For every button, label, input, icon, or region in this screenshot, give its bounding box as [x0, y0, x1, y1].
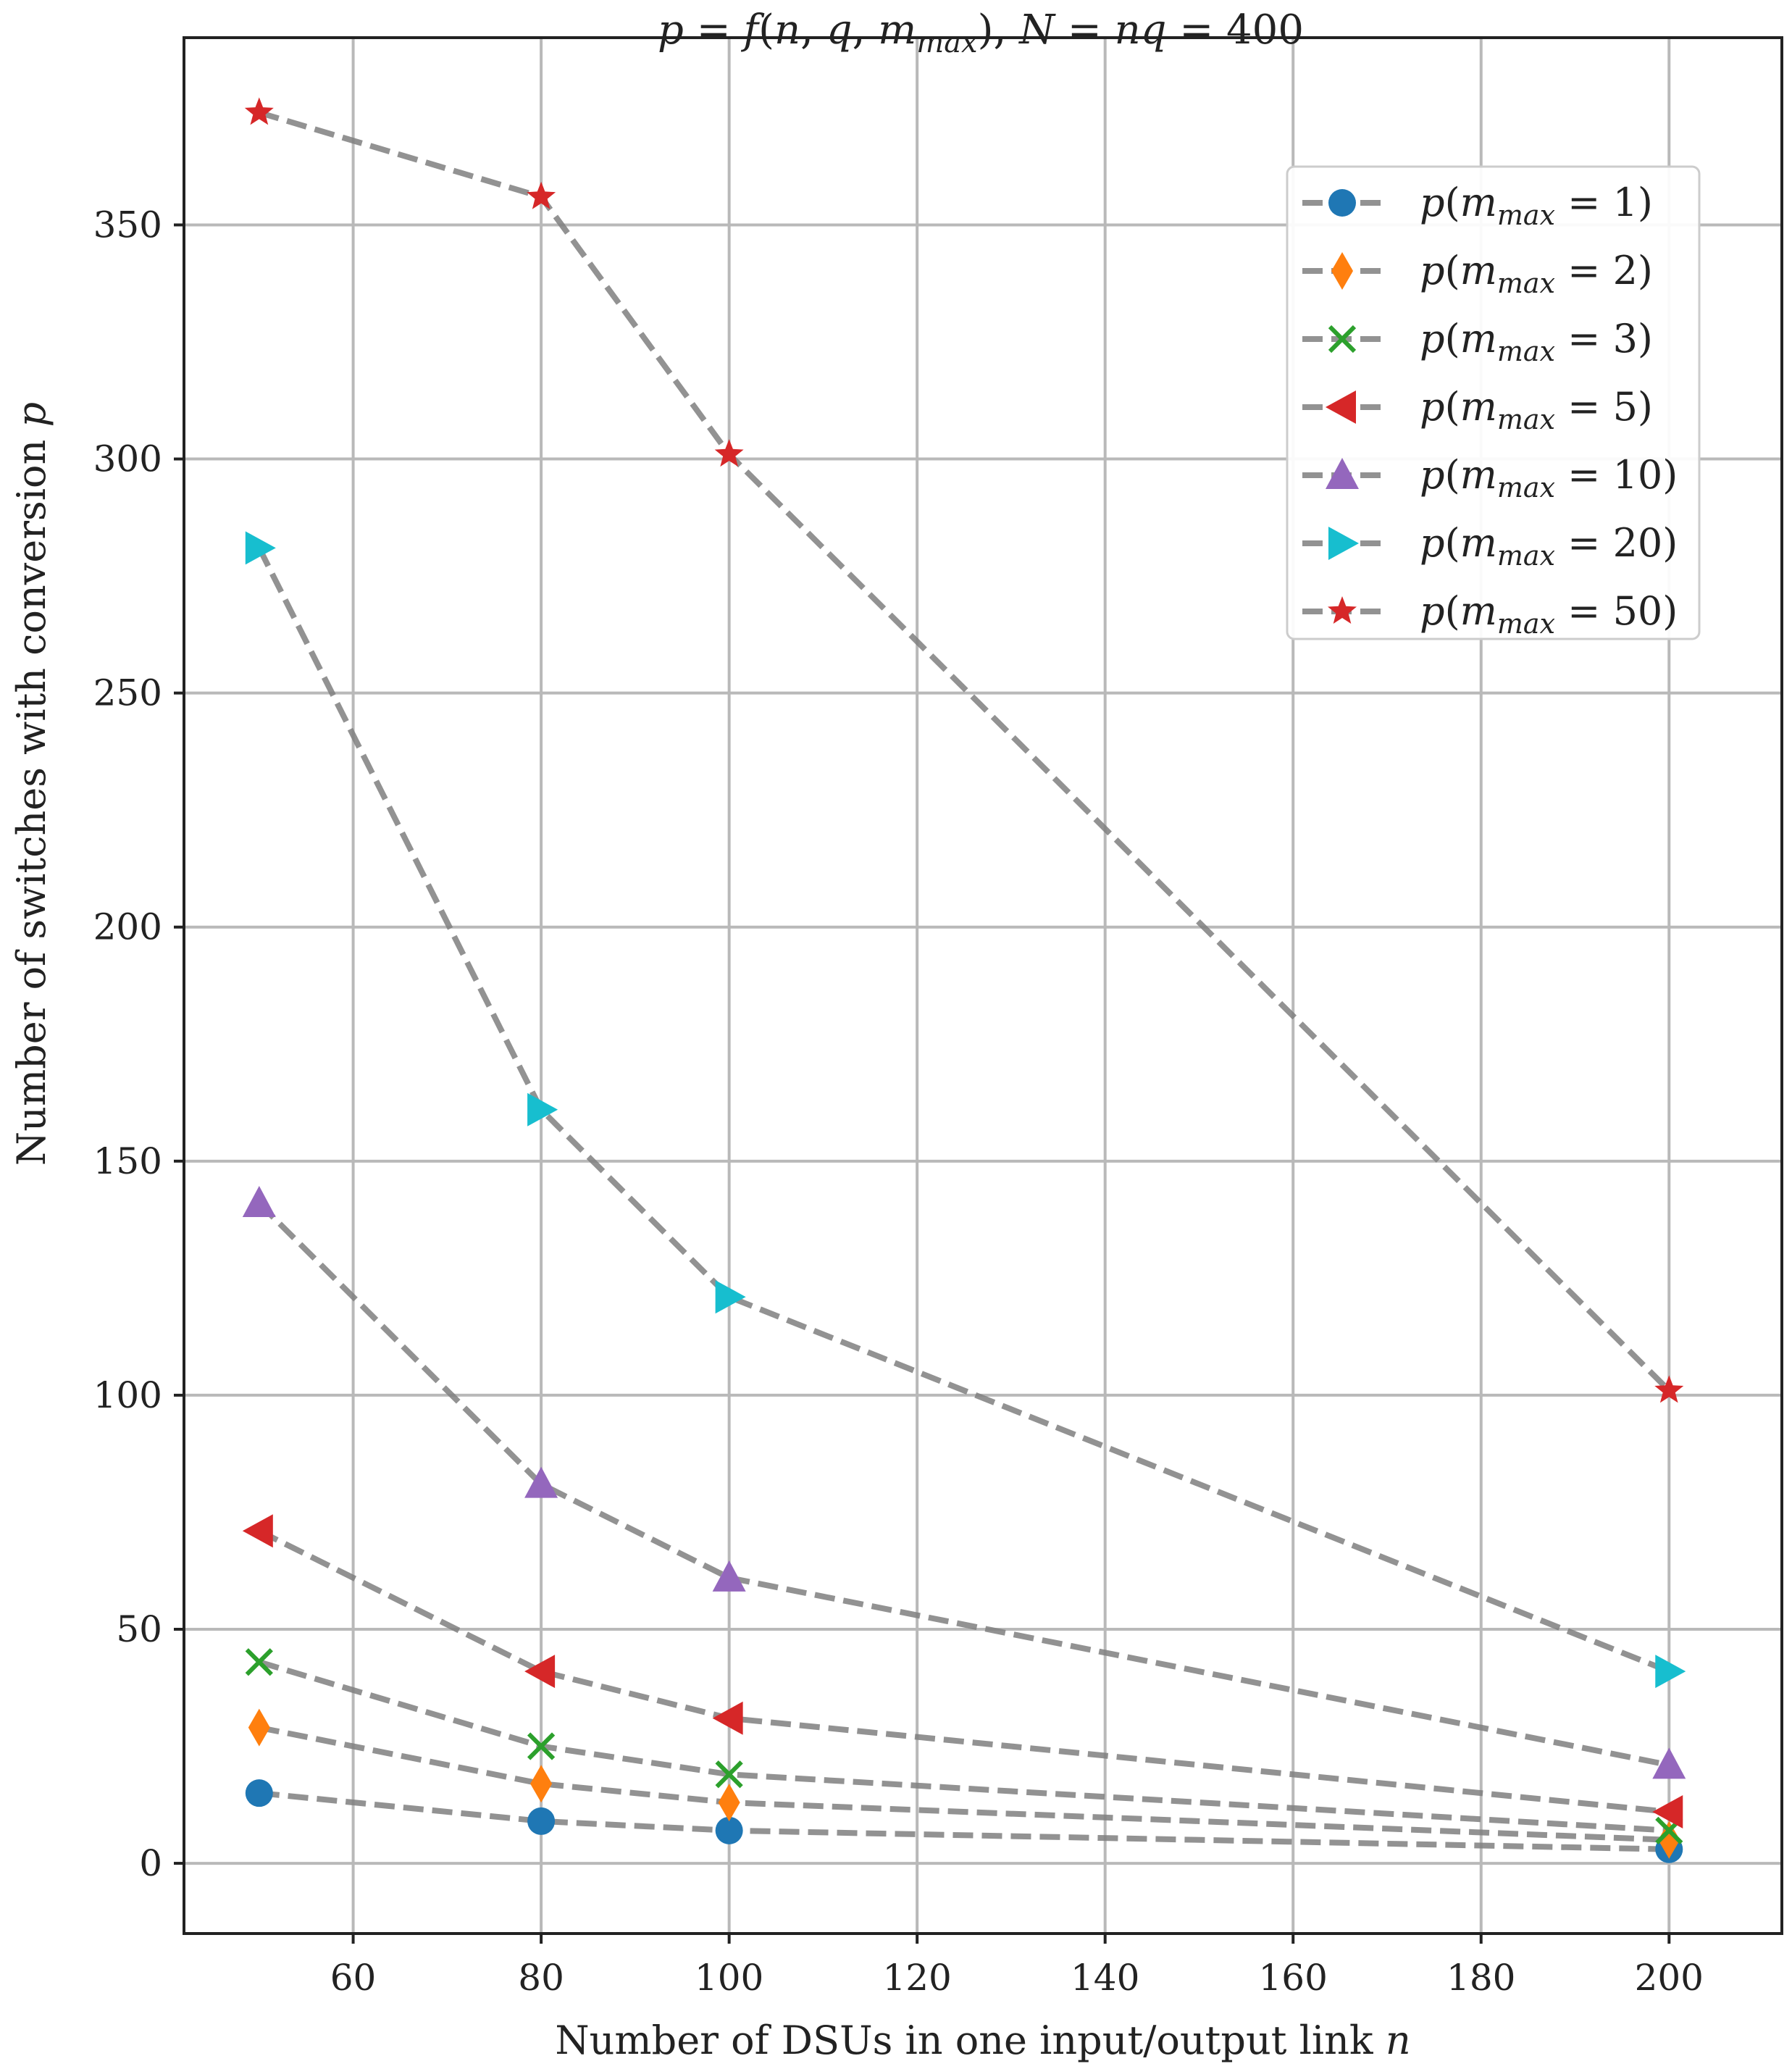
legend-label-3: p(mmax = 5) [1420, 384, 1653, 435]
data-point-s1-0 [248, 1708, 270, 1747]
legend-label-6: p(mmax = 50) [1420, 588, 1678, 640]
data-point-s3-0 [242, 1514, 273, 1548]
series-line-3 [258, 1528, 1670, 1815]
legend-label-5: p(mmax = 20) [1420, 520, 1678, 572]
data-point-s6-3 [1654, 1375, 1684, 1403]
x-tick-label-80: 80 [518, 1957, 564, 1999]
data-point-s6-2 [714, 439, 744, 467]
data-point-s5-2 [715, 1280, 746, 1314]
x-tick-label-140: 140 [1071, 1957, 1139, 1999]
data-point-s2-2 [715, 1760, 743, 1789]
legend-marker-1 [1331, 252, 1353, 290]
y-axis-label: Number of switches with conversion p [9, 402, 54, 1166]
y-tick-label-300: 300 [93, 438, 162, 480]
y-tick-label-100: 100 [93, 1374, 162, 1416]
legend-marker-0 [1328, 189, 1356, 217]
y-tick-label-0: 0 [139, 1842, 162, 1884]
series-line-0 [259, 1790, 1670, 1852]
series-line-5 [256, 546, 1670, 1674]
x-axis-label: Number of DSUs in one input/output link … [555, 2018, 1410, 2063]
legend-frame [1286, 165, 1701, 640]
y-tick-label-50: 50 [116, 1608, 162, 1650]
data-point-s4-1 [524, 1466, 558, 1498]
ticks: 60 80 100 120 140 160 180 200 0 50 100 150 200 250 300… [93, 204, 1704, 1999]
data-point-s3-2 [712, 1701, 743, 1735]
data-point-s4-2 [712, 1560, 746, 1592]
data-point-s6-0 [244, 97, 274, 125]
x-tick-label-100: 100 [695, 1957, 763, 1999]
y-tick-label-250: 250 [93, 672, 162, 714]
y-tick-label-150: 150 [93, 1140, 162, 1182]
legend-marker-6 [1328, 596, 1357, 624]
legend-label-2: p(mmax = 3) [1420, 316, 1653, 367]
data-point-s0-0 [245, 1779, 273, 1807]
legend: p(mmax = 1) p(mmax = 2) p(mmax = 3) p(mmax … [1286, 165, 1701, 640]
series-layer [242, 97, 1686, 1863]
data-point-s1-1 [530, 1765, 553, 1803]
legend-marker-2 [1328, 325, 1357, 354]
data-point-s5-0 [245, 531, 276, 565]
legend-marker-3 [1326, 390, 1356, 424]
data-point-s3-1 [524, 1655, 556, 1689]
data-point-s4-0 [242, 1185, 276, 1217]
series-line-1 [259, 1724, 1670, 1843]
x-tick-label-200: 200 [1635, 1957, 1704, 1999]
legend-label-0: p(mmax = 1) [1420, 180, 1653, 231]
legend-label-4: p(mmax = 10) [1420, 452, 1678, 503]
x-tick-label-120: 120 [882, 1957, 951, 1999]
data-point-s1-2 [718, 1784, 740, 1822]
legend-marker-4 [1326, 458, 1359, 489]
legend-marker-5 [1328, 527, 1359, 560]
legend-label-1: p(mmax = 2) [1420, 248, 1653, 299]
data-point-s6-1 [527, 181, 556, 209]
data-point-s3-3 [1652, 1794, 1683, 1828]
data-point-s4-3 [1652, 1747, 1686, 1779]
data-point-s2-1 [527, 1732, 556, 1760]
data-point-s2-0 [245, 1648, 273, 1676]
chart-title: p = f(n, q, mmax), N = nq = 400 [658, 7, 1304, 59]
series-line-6 [258, 109, 1672, 1393]
y-tick-label-200: 200 [93, 906, 162, 948]
x-tick-label-160: 160 [1259, 1957, 1328, 1999]
y-tick-label-350: 350 [93, 204, 162, 246]
x-tick-label-60: 60 [330, 1957, 377, 1999]
data-point-s0-1 [527, 1807, 556, 1835]
series-line-2 [258, 1659, 1670, 1834]
data-point-s5-1 [527, 1092, 558, 1127]
x-tick-label-180: 180 [1446, 1957, 1515, 1999]
data-point-s5-3 [1655, 1655, 1686, 1689]
data-point-s1-3 [1658, 1821, 1680, 1859]
series-line-4 [256, 1201, 1670, 1768]
plot-frame [183, 36, 1783, 1935]
data-point-s0-2 [715, 1816, 743, 1844]
